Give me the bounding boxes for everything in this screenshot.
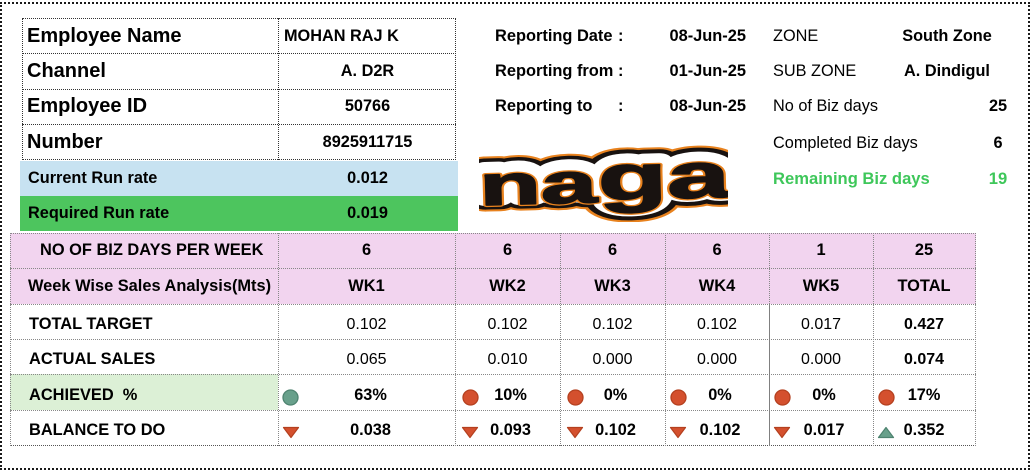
svg-text:na: na <box>479 145 599 211</box>
svg-text:na: na <box>479 151 599 217</box>
svg-text:na: na <box>479 151 599 217</box>
svg-text:ga: ga <box>597 142 728 210</box>
svg-text:na: na <box>479 145 599 211</box>
svg-text:ga: ga <box>597 142 728 214</box>
svg-text:ga: ga <box>597 142 728 214</box>
svg-text:na: na <box>479 145 599 211</box>
